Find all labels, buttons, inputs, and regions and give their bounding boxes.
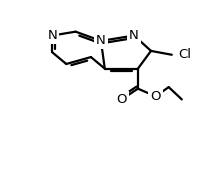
- Text: N: N: [129, 29, 139, 42]
- Text: O: O: [150, 90, 161, 103]
- Text: O: O: [116, 93, 127, 106]
- Text: Cl: Cl: [178, 48, 191, 61]
- Text: N: N: [96, 34, 106, 47]
- Text: N: N: [48, 29, 57, 42]
